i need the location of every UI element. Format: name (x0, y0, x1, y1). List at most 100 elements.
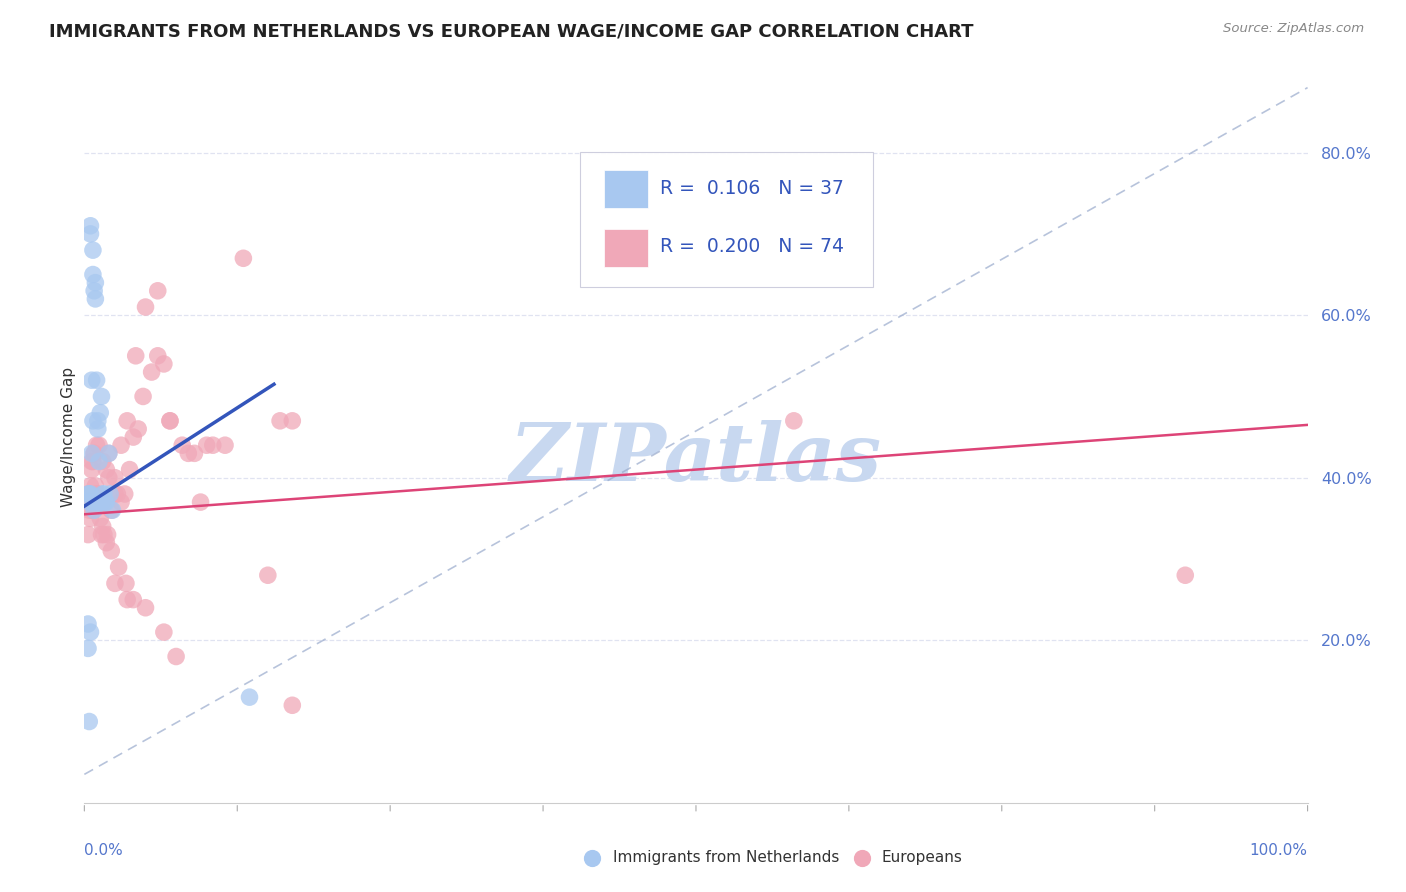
Point (851, 856, 873, 871)
Point (183, 446, 205, 460)
Point (281, 414, 304, 428)
Point (132, 389, 155, 403)
Point (153, 625, 176, 640)
Point (86, 495, 108, 509)
Point (177, 446, 200, 460)
Point (80, 454, 103, 468)
Text: Europeans: Europeans (882, 850, 963, 865)
Point (110, 495, 132, 509)
Point (87, 414, 110, 428)
Point (115, 592, 138, 607)
Point (77, 487, 100, 501)
Point (195, 438, 218, 452)
Point (104, 471, 127, 485)
Point (89, 495, 111, 509)
Point (87, 422, 110, 436)
Point (105, 487, 128, 501)
Point (1174, 568, 1197, 582)
Text: Source: ZipAtlas.com: Source: ZipAtlas.com (1223, 22, 1364, 36)
Text: 100.0%: 100.0% (1250, 843, 1308, 858)
Point (110, 438, 132, 452)
Point (93, 527, 115, 541)
Point (581, 856, 603, 871)
Point (91, 454, 114, 468)
Point (86, 373, 108, 387)
Text: 0.0%: 0.0% (84, 843, 124, 858)
Point (80, 446, 103, 460)
Point (159, 414, 181, 428)
Point (90, 389, 112, 403)
Point (159, 414, 181, 428)
Point (84, 276, 107, 290)
Point (153, 357, 176, 371)
Point (172, 438, 194, 452)
Point (87, 495, 110, 509)
Point (146, 349, 169, 363)
Y-axis label: Wage/Income Gap: Wage/Income Gap (60, 367, 76, 508)
Point (82, 268, 104, 282)
Point (100, 503, 122, 517)
Point (87, 438, 110, 452)
Text: Immigrants from Netherlands: Immigrants from Netherlands (613, 850, 839, 865)
Point (783, 414, 806, 428)
Point (141, 365, 163, 379)
Point (135, 300, 157, 314)
Point (135, 600, 157, 615)
FancyBboxPatch shape (579, 152, 873, 287)
Point (107, 560, 129, 574)
Point (125, 349, 148, 363)
Point (83, 503, 105, 517)
Point (232, 252, 254, 266)
Point (90, 495, 112, 509)
Text: ZIPatlas: ZIPatlas (510, 420, 882, 498)
Point (201, 438, 224, 452)
Point (100, 544, 122, 558)
Point (257, 568, 280, 582)
Point (91, 487, 114, 501)
Text: R =  0.106   N = 37: R = 0.106 N = 37 (661, 179, 845, 198)
Point (97, 446, 120, 460)
Point (83, 495, 105, 509)
Point (190, 495, 212, 509)
Point (96, 495, 118, 509)
Point (77, 641, 100, 656)
Point (94, 495, 117, 509)
Point (77, 617, 100, 632)
Point (87, 495, 110, 509)
Point (214, 438, 236, 452)
Point (89, 406, 111, 420)
Point (93, 487, 115, 501)
Point (77, 487, 100, 501)
Point (86, 487, 108, 501)
Point (165, 649, 187, 664)
Point (79, 511, 101, 525)
Point (77, 527, 100, 541)
Point (97, 527, 120, 541)
Point (87, 495, 110, 509)
Point (82, 243, 104, 257)
Point (84, 292, 107, 306)
Point (84, 495, 107, 509)
Point (122, 592, 145, 607)
Point (91, 519, 114, 533)
Point (79, 219, 101, 233)
Point (122, 430, 145, 444)
Point (82, 454, 104, 468)
Point (80, 373, 103, 387)
Point (87, 454, 110, 468)
Point (79, 487, 101, 501)
Point (80, 462, 103, 476)
Point (238, 690, 260, 705)
Point (93, 495, 115, 509)
Point (281, 698, 304, 713)
Point (83, 446, 105, 460)
Point (79, 625, 101, 640)
Point (83, 446, 105, 460)
Point (146, 284, 169, 298)
Point (90, 527, 112, 541)
Point (77, 714, 100, 729)
Point (83, 284, 105, 298)
Point (127, 422, 149, 436)
Point (104, 576, 127, 591)
Point (96, 462, 118, 476)
